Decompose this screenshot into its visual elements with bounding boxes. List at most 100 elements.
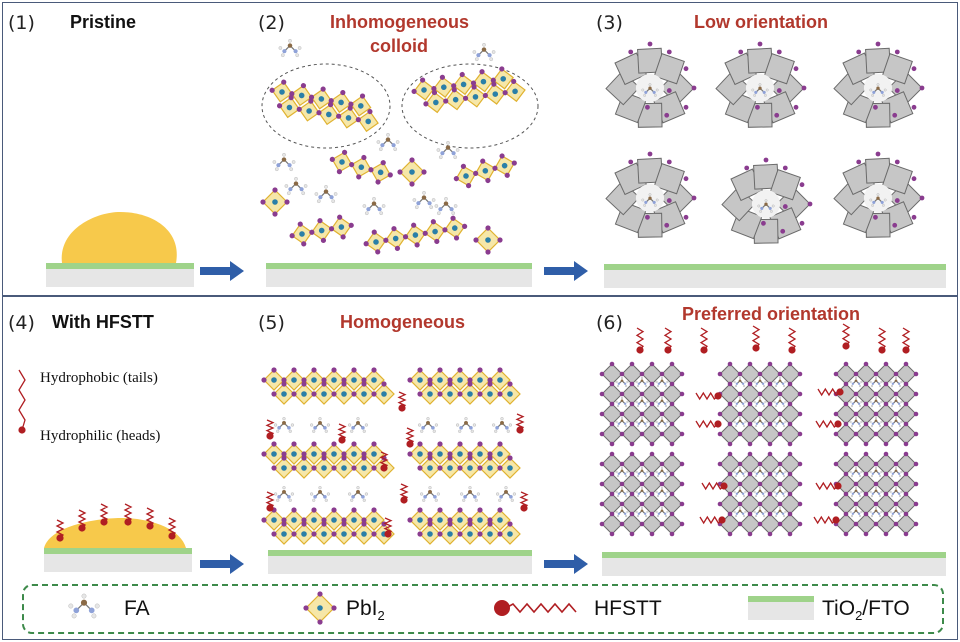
ordered-block-bm-fa <box>753 506 767 518</box>
ordered-block-bl-fa <box>655 486 669 498</box>
ordered-slab-1 <box>261 367 395 405</box>
substrate-panel-4 <box>44 548 192 572</box>
hfstt-on-droplet-1 <box>77 509 87 532</box>
fa-molecule-p5-1 <box>309 417 331 433</box>
ordered-block-bl-fa <box>635 466 649 478</box>
gray-cluster-5 <box>833 151 925 238</box>
panel-4-number: (4) <box>8 312 35 334</box>
ordered-block-tr-fa <box>889 376 903 388</box>
arrow-2-to-3 <box>544 261 588 281</box>
ordered-block-br-fa <box>889 506 903 518</box>
fa-molecule-p5-2 <box>347 417 369 433</box>
ordered-block-bl-fa <box>615 486 629 498</box>
hfstt-gap-0 <box>695 391 722 401</box>
legend-pbi2-main: PbI <box>346 597 378 620</box>
octa-chain-a <box>329 149 393 185</box>
legend-fa-label: FA <box>124 597 150 620</box>
ordered-block-tl-fa <box>615 416 629 428</box>
panel-3-title: Low orientation <box>694 12 828 32</box>
hfstt-gap-4 <box>701 481 728 491</box>
substrate-panel-2 <box>266 263 532 287</box>
ordered-block-tl-fa <box>635 376 649 388</box>
substrate-panel-1 <box>46 263 194 287</box>
hfstt-top-4 <box>787 327 797 354</box>
panel-2-subtitle: colloid <box>370 36 428 56</box>
legend-fa-icon <box>68 593 100 619</box>
panel-6-title: Preferred orientation <box>682 304 861 324</box>
ordered-block-bl-fa <box>635 486 649 498</box>
hfstt-p5-7 <box>383 517 393 538</box>
ordered-block-bm-fa <box>733 486 747 498</box>
panel-2-title: Inhomogeneous <box>330 12 469 32</box>
hfstt-top-3 <box>751 325 761 352</box>
fa-molecule-p2-7 <box>362 196 386 216</box>
droplet-hfstt <box>44 518 186 548</box>
ordered-block-br-fa <box>889 466 903 478</box>
ordered-block-tm-fa <box>753 396 767 408</box>
panel-1-number: (1) <box>8 12 35 34</box>
gray-cluster-5-fa <box>869 193 887 207</box>
ordered-slab-3 <box>261 441 395 479</box>
legend-substrate-sub: 2 <box>855 608 863 624</box>
colloid-ring-left <box>261 63 391 149</box>
ordered-block-bm-fa <box>733 466 747 478</box>
fa-molecule-p2-5 <box>284 176 308 196</box>
ordered-block-tm <box>717 361 803 447</box>
ordered-block-bm-fa <box>773 486 787 498</box>
fa-molecule-p2-6 <box>314 184 338 204</box>
hfstt-on-droplet-5 <box>167 517 177 540</box>
panel-2-number: (2) <box>258 12 285 34</box>
legend <box>22 584 944 634</box>
fa-molecule-p5-7 <box>309 486 331 502</box>
hfstt-on-droplet-2 <box>99 503 109 526</box>
ordered-block-tm-fa <box>753 376 767 388</box>
ordered-block-tr-fa <box>849 396 863 408</box>
hfstt-gap-7 <box>813 515 840 525</box>
octa-chain-d <box>363 215 468 255</box>
substrate-panel-5 <box>268 550 532 574</box>
colloid-slab-left <box>269 79 379 133</box>
fa-molecule-p2-2 <box>272 152 296 172</box>
ordered-block-bl-fa <box>615 506 629 518</box>
gray-cluster-3 <box>605 151 697 238</box>
ordered-block-tr-fa <box>889 416 903 428</box>
ordered-block-tl-fa <box>615 396 629 408</box>
ordered-block-tl-fa <box>655 396 669 408</box>
octa-single-c <box>473 225 503 255</box>
ordered-block-bm-fa <box>753 486 767 498</box>
panel-6-number: (6) <box>596 312 623 334</box>
panel-5-number: (5) <box>258 312 285 334</box>
ordered-block-tl-fa <box>635 416 649 428</box>
ordered-block-tr-fa <box>849 416 863 428</box>
hfstt-gap-3 <box>815 419 842 429</box>
panel-4-title: With HFSTT <box>52 312 154 332</box>
hfstt-gap-1 <box>817 387 844 397</box>
gray-cluster-2-fa <box>869 83 887 97</box>
fa-molecule-p2-0 <box>278 38 302 58</box>
ordered-block-tm-fa <box>733 376 747 388</box>
legend-pbi2-label: PbI2 <box>346 597 385 623</box>
hfstt-p5-4 <box>405 427 415 448</box>
legend-substrate-main: TiO <box>822 597 856 620</box>
hfstt-p5-3 <box>379 451 389 472</box>
ordered-slab-5 <box>261 507 395 545</box>
ordered-block-tl-fa <box>635 396 649 408</box>
ordered-block-tr-fa <box>869 376 883 388</box>
ordered-block-tm-fa <box>733 416 747 428</box>
ordered-block-br-fa <box>869 466 883 478</box>
octa-single-b <box>260 187 290 217</box>
fa-molecule-p5-6 <box>273 486 295 502</box>
ordered-block-bl-fa <box>615 466 629 478</box>
fa-molecule-p5-8 <box>347 486 369 502</box>
ordered-block-br-fa <box>849 506 863 518</box>
legend-substrate-rest: /FTO <box>862 597 910 620</box>
ordered-slab-6 <box>407 507 521 545</box>
fa-molecule-p2-4 <box>436 140 460 160</box>
arrow-1-to-2 <box>200 261 244 281</box>
gray-cluster-3-fa <box>641 193 659 207</box>
fa-molecule-p5-11 <box>495 486 517 502</box>
hfstt-top-7 <box>901 327 911 354</box>
hfstt-p5-6 <box>265 491 275 512</box>
fa-molecule-p2-8 <box>412 190 436 210</box>
